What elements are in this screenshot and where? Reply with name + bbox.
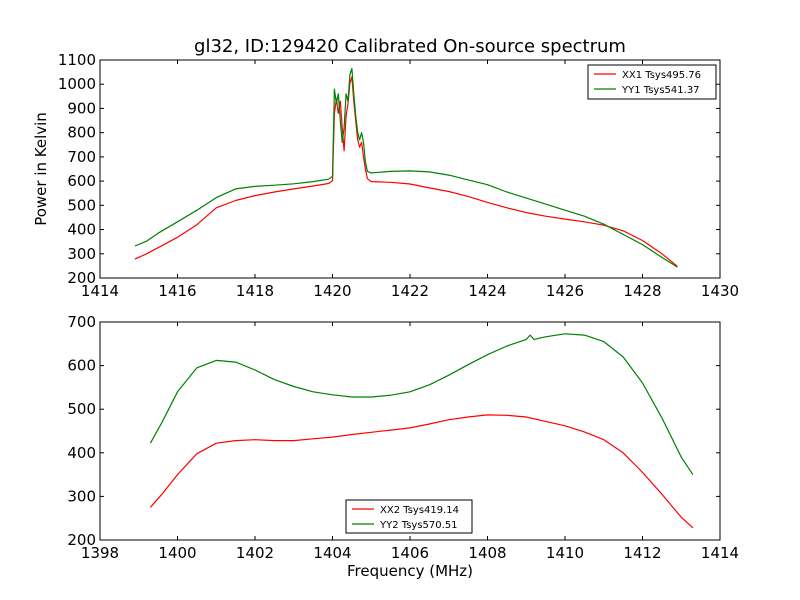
y-tick-label: 700 — [67, 148, 96, 166]
series-lines — [134, 67, 678, 268]
legend-label: YY1 Tsys541.37 — [621, 85, 700, 96]
x-tick-label: 1428 — [623, 282, 661, 300]
x-tick-label: 1418 — [236, 282, 274, 300]
y-tick-label: 900 — [67, 99, 96, 117]
x-tick-label: 1426 — [546, 282, 584, 300]
y-tick-label: 200 — [67, 269, 96, 287]
y-tick-label: 700 — [67, 313, 96, 331]
x-tick-label: 1414 — [701, 544, 739, 562]
y-tick-label: 400 — [67, 444, 96, 462]
y-tick-label: 600 — [67, 172, 96, 190]
x-tick-label: 1406 — [391, 544, 429, 562]
y-tick-label: 300 — [67, 245, 96, 263]
y-axis-label: Power in Kelvin — [32, 112, 50, 226]
y-tick-label: 1000 — [58, 75, 96, 93]
x-tick-label: 1408 — [468, 544, 506, 562]
series-lines — [149, 333, 694, 529]
x-axis-label: Frequency (MHz) — [347, 562, 473, 580]
x-tick-label: 1402 — [236, 544, 274, 562]
legend-box — [345, 499, 473, 534]
x-tick-label: 1398 — [81, 544, 119, 562]
y-tick-label: 400 — [67, 221, 96, 239]
legend: XX1 Tsys495.76 YY1 Tsys541.37 — [587, 64, 717, 100]
legend-label: XX2 Tsys419.14 — [380, 505, 459, 516]
y-tick-label: 500 — [67, 400, 96, 418]
y-tick-label: 600 — [67, 357, 96, 375]
legend-label: YY2 Tsys570.51 — [379, 520, 458, 531]
x-tick-label: 1430 — [701, 282, 739, 300]
x-tick-label: 1424 — [468, 282, 506, 300]
legend: XX2 Tsys419.14 YY2 Tsys570.51 — [345, 499, 473, 534]
y-tick-label: 500 — [67, 196, 96, 214]
x-tick-label: 1414 — [81, 282, 119, 300]
bottom-spectrum-chart: 1398 1400 1402 1404 1406 1408 1410 1412 1414 200 3… — [67, 313, 739, 580]
legend-label: XX1 Tsys495.76 — [622, 70, 701, 81]
series-line-yy2 — [149, 333, 694, 475]
x-tick-label: 1410 — [546, 544, 584, 562]
series-line-yy1 — [134, 67, 678, 268]
x-tick-label: 1420 — [313, 282, 351, 300]
x-tick-label: 1404 — [313, 544, 351, 562]
y-tick-label: 200 — [67, 531, 96, 549]
x-tick-label: 1416 — [158, 282, 196, 300]
series-line-xx2 — [149, 414, 694, 529]
y-tick-label: 1100 — [58, 51, 96, 69]
top-spectrum-chart: 1414 1416 1418 1420 1422 1424 1426 1428 1430 200 3… — [32, 36, 739, 300]
chart-title: gl32, ID:129420 Calibrated On-source spe… — [194, 36, 626, 57]
x-tick-label: 1412 — [623, 544, 661, 562]
legend-box — [587, 64, 717, 100]
y-tick-label: 800 — [67, 124, 96, 142]
y-tick-label: 300 — [67, 487, 96, 505]
x-tick-label: 1400 — [158, 544, 196, 562]
x-tick-label: 1422 — [391, 282, 429, 300]
